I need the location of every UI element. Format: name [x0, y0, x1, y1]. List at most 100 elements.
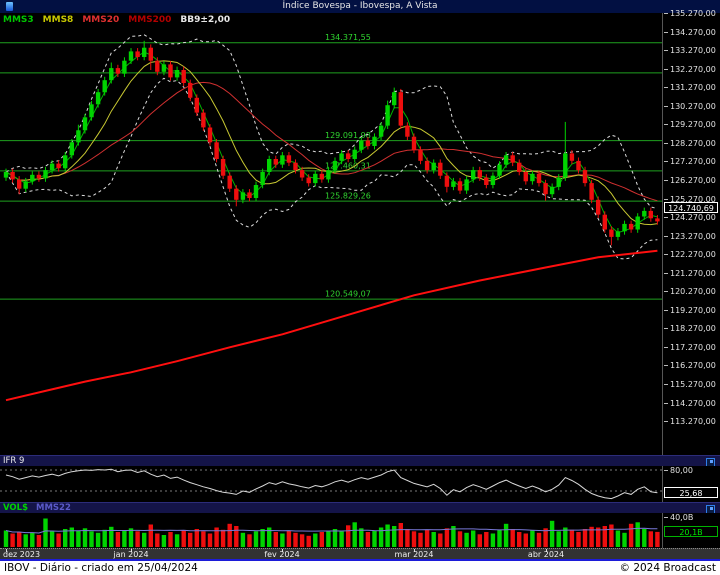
axis-tick [664, 347, 668, 348]
price-axis[interactable]: 124.740,69 135.270,00 134.270,00 133.270,0… [662, 9, 720, 455]
axis-tick-label: 130.270,00 [670, 102, 716, 111]
support-line-label: 127.460,31 [325, 161, 371, 170]
month-label: abr 2024 [527, 550, 565, 559]
axis-tick-label: 119.270,00 [670, 306, 716, 315]
bollinger-upper [5, 34, 658, 210]
month-tick [414, 549, 415, 552]
support-line-label: 120.549,07 [325, 290, 371, 299]
axis-tick-label: 133.270,00 [670, 46, 716, 55]
month-tick [131, 549, 132, 552]
axis-tick-label: 113.270,00 [670, 417, 716, 426]
axis-tick-label: 115.270,00 [670, 380, 716, 389]
axis-tick [664, 217, 668, 218]
axis-tick [664, 310, 668, 311]
vol-axis-label: 40,0B [670, 513, 694, 522]
axis-tick-label: 117.270,00 [670, 343, 716, 352]
bollinger-lower [5, 77, 658, 260]
axis-tick-label: 131.270,00 [670, 83, 716, 92]
month-label: dez 2023 [3, 550, 41, 559]
vol-axis[interactable]: 20,1B 40,0B [662, 513, 720, 548]
vol-panel-header: VOL$ MMS22 [0, 502, 720, 514]
axis-tick [664, 87, 668, 88]
legend-item-bb9200: BB9±2,00 [180, 15, 231, 25]
axis-tick-label: 127.270,00 [670, 157, 716, 166]
last-price-box: 124.740,69 [664, 202, 718, 213]
ifr-panel-header: IFR 9 [0, 455, 720, 467]
axis-tick-label: 135.270,00 [670, 9, 716, 18]
axis-tick [664, 291, 668, 292]
volume-bars-group [3, 518, 660, 548]
axis-tick [664, 421, 668, 422]
status-left: IBOV - Diário - criado em 25/04/2024 [4, 562, 198, 574]
legend-item-mms20: MMS20 [82, 15, 120, 25]
axis-tick [664, 517, 668, 518]
time-axis[interactable]: dez 2023 jan 2024 fev 2024 mar 2024 abr 2024 [0, 548, 720, 559]
axis-tick-label: 129.270,00 [670, 120, 716, 129]
ifr-value-box: 25,68 [664, 487, 718, 498]
legend-item-mms8: MMS8 [42, 15, 74, 25]
support-line-label: 129.091,98 [325, 131, 371, 140]
axis-tick [664, 199, 668, 200]
main-price-chart[interactable]: 134.371,55 129.091,98 127.460,31 125.829,26… [0, 13, 662, 455]
vol-chart[interactable] [0, 513, 662, 548]
month-tick [6, 549, 7, 552]
vol-value-box: 20,1B [664, 526, 718, 537]
legend-item-mms3: MMS3 [3, 15, 34, 25]
axis-tick-label: 126.270,00 [670, 176, 716, 185]
axis-tick-label: 122.270,00 [670, 250, 716, 259]
axis-tick-label: 134.270,00 [670, 28, 716, 37]
axis-tick [664, 328, 668, 329]
axis-tick-label: 125.270,00 [670, 195, 716, 204]
mms200-line [5, 249, 658, 402]
support-line-label: 125.829,26 [325, 192, 371, 201]
axis-tick-label: 123.270,00 [670, 232, 716, 241]
vol-title: VOL$ [3, 502, 28, 513]
status-bar: IBOV - Diário - criado em 25/04/2024 © 2… [0, 561, 720, 575]
app-icon [6, 2, 13, 11]
axis-tick [664, 236, 668, 237]
month-label: fev 2024 [264, 550, 300, 559]
support-line-label: 134.371,55 [325, 33, 371, 42]
axis-tick [664, 69, 668, 70]
ifr-title: IFR 9 [3, 455, 25, 466]
axis-tick-label: 120.270,00 [670, 287, 716, 296]
mms22-volume-line [5, 527, 658, 534]
axis-tick [664, 143, 668, 144]
axis-tick [664, 106, 668, 107]
axis-tick [664, 273, 668, 274]
axis-tick [664, 384, 668, 385]
month-tick [282, 549, 283, 552]
axis-tick-label: 116.270,00 [670, 361, 716, 370]
indicator-legend: MMS3 MMS8 MMS20 MMS200 BB9±2,00 [3, 15, 230, 25]
axis-tick [664, 470, 668, 471]
ifr-line [5, 468, 658, 500]
blue-separator [0, 559, 720, 561]
axis-tick [664, 254, 668, 255]
axis-tick-label: 128.270,00 [670, 139, 716, 148]
title-bar: Índice Bovespa - Ibovespa, A Vista [0, 0, 720, 13]
candles-group [3, 40, 660, 246]
legend-item-mms200: MMS200 [128, 15, 172, 25]
axis-tick-label: 121.270,00 [670, 269, 716, 278]
vol-ma-label: MMS22 [36, 502, 71, 513]
status-right: © 2024 Broadcast [619, 562, 716, 574]
axis-tick-label: 114.270,00 [670, 399, 716, 408]
axis-tick-label: 124.270,00 [670, 213, 716, 222]
axis-tick [664, 161, 668, 162]
ifr-level-label: 80,00 [670, 466, 693, 475]
axis-tick [664, 13, 668, 14]
axis-tick [664, 365, 668, 366]
axis-tick-label: 132.270,00 [670, 65, 716, 74]
month-label: jan 2024 [113, 550, 149, 559]
axis-tick [664, 124, 668, 125]
ifr-chart[interactable] [0, 466, 662, 502]
window-title: Índice Bovespa - Ibovespa, A Vista [282, 1, 438, 11]
axis-tick [664, 180, 668, 181]
axis-tick-label: 118.270,00 [670, 324, 716, 333]
mms3-line [5, 51, 658, 234]
axis-tick [664, 32, 668, 33]
axis-tick [664, 403, 668, 404]
ifr-axis[interactable]: 25,68 80,00 [662, 466, 720, 502]
month-tick [546, 549, 547, 552]
